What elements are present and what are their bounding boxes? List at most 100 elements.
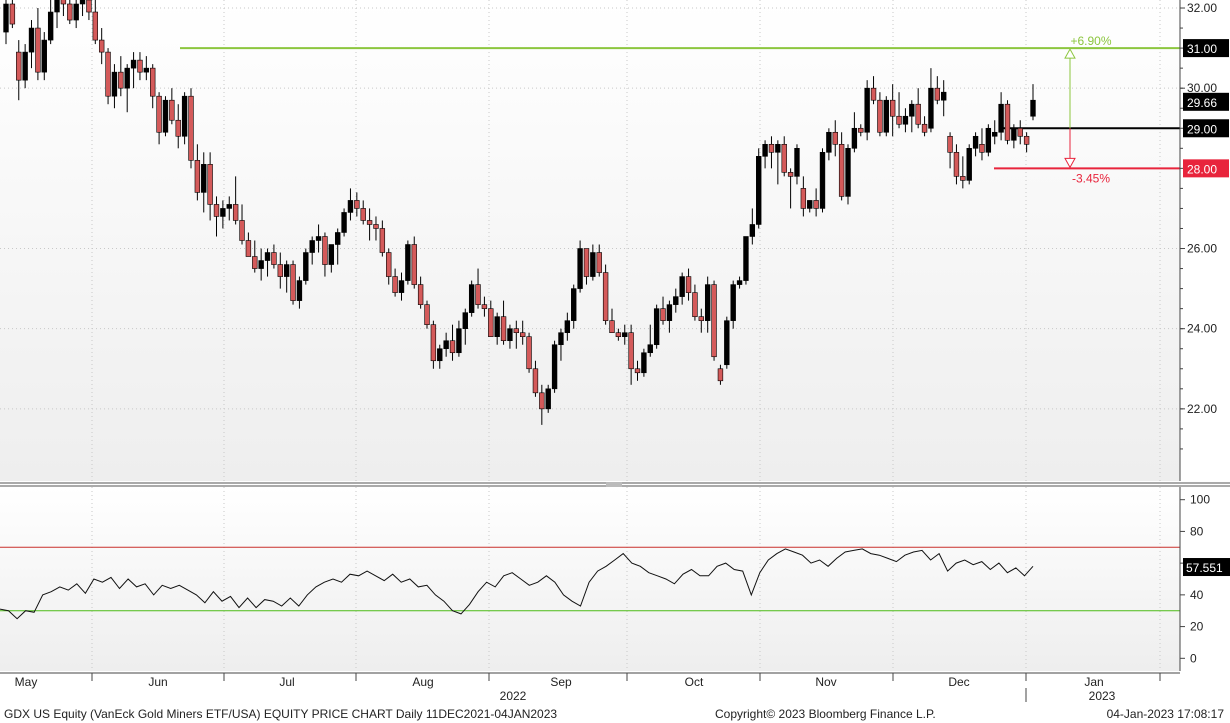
candle-up xyxy=(79,0,86,5)
candle-down xyxy=(35,27,41,73)
candle-up xyxy=(909,103,915,117)
resistance-price-tag: 31.00 xyxy=(1187,42,1217,56)
candle-down xyxy=(832,131,838,145)
candle-up xyxy=(258,260,264,269)
rsi-line xyxy=(0,548,1034,620)
chart-footer: GDX US Equity (VanEck Gold Miners ETF/US… xyxy=(0,704,1230,723)
candle-down xyxy=(692,292,698,317)
candle-down xyxy=(290,264,296,301)
candle-down xyxy=(213,204,220,217)
candle-down xyxy=(86,0,92,13)
candle-down xyxy=(1004,103,1011,141)
candle-down xyxy=(960,176,966,181)
footer-timestamp: 04-Jan-2023 17:08:17 xyxy=(1106,707,1224,721)
year-label: 2022 xyxy=(500,689,527,703)
candle-down xyxy=(481,304,488,309)
candle-up xyxy=(666,304,673,321)
candle-up xyxy=(347,200,354,213)
candle-up xyxy=(826,131,832,153)
candle-up xyxy=(819,152,826,209)
candle-down xyxy=(60,0,67,5)
candle-down xyxy=(188,95,194,161)
candle-up xyxy=(743,236,749,281)
candle-down xyxy=(889,99,896,117)
candle-up xyxy=(794,148,800,177)
candle-down xyxy=(768,144,775,153)
candle-up xyxy=(341,212,347,233)
footer-copyright: Copyright© 2023 Bloomberg Finance L.P. xyxy=(715,707,936,721)
candle-up xyxy=(41,39,47,73)
candle-up xyxy=(47,11,54,41)
candle-down xyxy=(858,127,864,133)
candle-up xyxy=(201,164,207,193)
panel-resize-handle[interactable] xyxy=(606,482,622,487)
rsi-panel-bg xyxy=(0,487,1180,671)
month-label: Sep xyxy=(550,675,572,689)
candle-down xyxy=(150,67,156,97)
candle-down xyxy=(615,332,622,338)
candle-up xyxy=(494,316,500,337)
candle-up xyxy=(283,264,290,277)
candle-up xyxy=(143,67,150,73)
candle-up xyxy=(564,320,571,333)
candle-up xyxy=(303,252,309,281)
candle-up xyxy=(181,95,188,137)
candle-up xyxy=(998,103,1004,133)
candle-down xyxy=(787,172,794,177)
price-y-tick-label: 30.00 xyxy=(1187,81,1217,95)
candle-down xyxy=(175,119,181,137)
candle-up xyxy=(111,71,118,97)
candle-up xyxy=(577,248,583,289)
rsi-y-tick-label: 100 xyxy=(1190,493,1210,507)
candle-up xyxy=(966,148,972,181)
rsi-y-tick-label: 0 xyxy=(1190,651,1197,665)
resistance-price-tag-bg xyxy=(1183,39,1229,58)
price-panel-bg xyxy=(0,0,1180,481)
candle-down xyxy=(602,272,609,321)
candle-up xyxy=(437,348,443,362)
candle-down xyxy=(411,244,417,285)
month-label: Jun xyxy=(148,675,167,689)
candle-up xyxy=(551,344,558,390)
candle-down xyxy=(118,71,124,89)
candle-up xyxy=(902,115,909,125)
candle-up xyxy=(985,127,992,153)
candle-up xyxy=(571,288,577,321)
stop-price-tag: 28.00 xyxy=(1187,162,1217,176)
candle-up xyxy=(443,340,449,350)
price-y-tick-label: 22.00 xyxy=(1187,402,1217,416)
rsi-y-tick-label: 80 xyxy=(1190,524,1204,538)
candle-down xyxy=(532,368,539,394)
down-arrow-head xyxy=(1064,157,1076,169)
candle-up xyxy=(54,0,60,13)
candle-up xyxy=(462,312,468,329)
candle-up xyxy=(73,3,79,21)
candle-down xyxy=(194,160,201,193)
candle-up xyxy=(641,352,647,374)
candle-up xyxy=(653,308,660,346)
month-label: Dec xyxy=(948,675,969,689)
stop-price-tag-bg xyxy=(1183,159,1229,178)
candle-down xyxy=(386,252,392,277)
candle-down xyxy=(92,11,98,41)
candle-up xyxy=(972,135,979,149)
candle-down xyxy=(424,304,430,325)
candle-down xyxy=(634,368,641,374)
candle-down xyxy=(596,252,602,273)
candle-down xyxy=(354,200,360,209)
month-label: Jan xyxy=(1084,675,1103,689)
month-label: Oct xyxy=(685,675,704,689)
candle-down xyxy=(207,164,213,205)
support-price-tag: 29.00 xyxy=(1187,122,1217,136)
candle-down xyxy=(717,368,724,382)
candle-up xyxy=(226,204,232,209)
candle-down xyxy=(373,224,379,229)
candle-up xyxy=(807,200,813,209)
candle-down xyxy=(449,340,456,354)
candle-down xyxy=(360,208,366,221)
candle-down xyxy=(1017,127,1023,137)
candle-down xyxy=(500,316,507,342)
candle-down xyxy=(838,144,845,197)
candle-down xyxy=(870,87,877,101)
candle-up xyxy=(749,224,756,237)
